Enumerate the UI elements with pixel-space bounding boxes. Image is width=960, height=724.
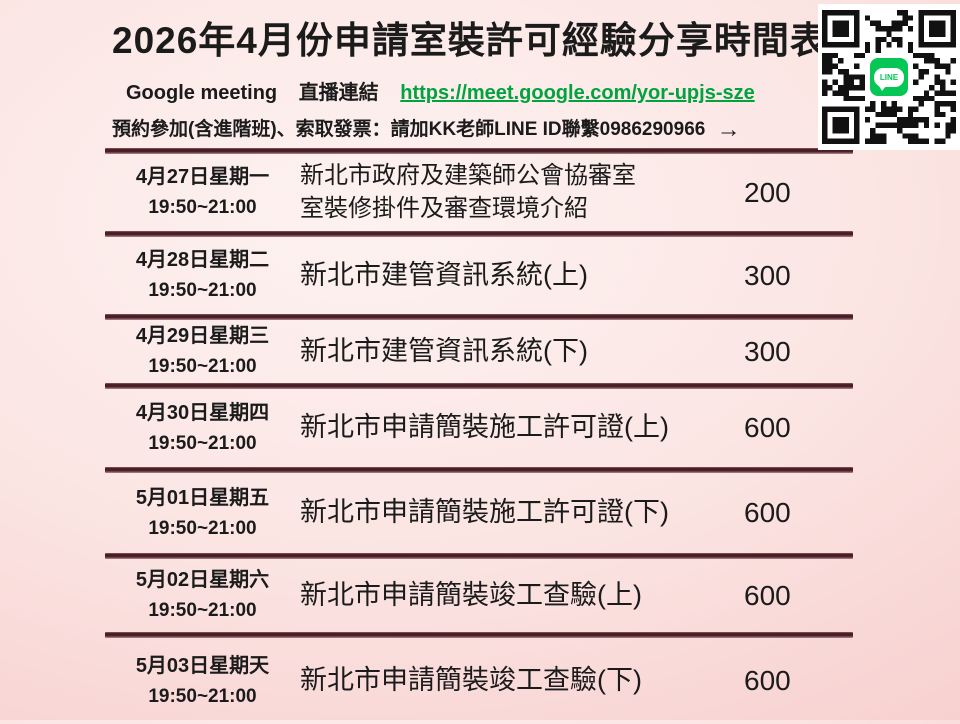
session-price: 600 [744, 665, 791, 696]
session-title-line1: 新北市建管資訊系統(下) [300, 335, 588, 366]
session-date-text: 4月27日星期一 [135, 166, 270, 189]
session-date-text: 5月01日星期五 [135, 486, 270, 509]
session-time-text: 19:50~21:00 [148, 197, 257, 219]
line-icon-bubble: LINE [874, 67, 904, 91]
session-date-text: 4月29日星期三 [135, 325, 270, 348]
meeting-info-line: Google meeting 直播連結 https://meet.google.… [126, 76, 755, 105]
schedule-row-1: 4月27日星期一 19:50~21:00 新北市政府及建築師公會協審室 室裝修掛… [105, 154, 853, 231]
line-qr-code: LINE [818, 4, 960, 150]
session-price: 200 [744, 176, 791, 208]
line-icon: LINE [867, 55, 911, 99]
session-price: 300 [744, 259, 791, 291]
row-separator [105, 148, 853, 154]
session-date: 4月29日星期三 19:50~21:00 [105, 321, 300, 381]
session-time-text: 19:50~21:00 [148, 280, 257, 302]
session-title: 新北市政府及建築師公會協審室 室裝修掛件及審查環境介紹 [300, 160, 730, 225]
session-title: 新北市申請簡裝施工許可證(下) [300, 496, 730, 530]
session-date: 4月28日星期二 19:50~21:00 [105, 245, 300, 305]
session-price: 600 [744, 579, 791, 611]
row-separator [105, 467, 853, 473]
session-date: 4月30日星期四 19:50~21:00 [105, 398, 300, 458]
session-time-text: 19:50~21:00 [148, 517, 257, 539]
session-title-line2: 室裝修掛件及審查環境介紹 [300, 194, 588, 222]
session-date-text: 4月30日星期四 [135, 401, 270, 424]
session-date-text: 5月03日星期天 [135, 654, 270, 677]
schedule-row-7: 5月03日星期天 19:50~21:00 新北市申請簡裝竣工查驗(下) 600 [105, 638, 853, 724]
session-title-line1: 新北市建管資訊系統(上) [300, 259, 588, 290]
session-title-line1: 新北市申請簡裝竣工查驗(下) [300, 665, 642, 696]
session-time-text: 19:50~21:00 [148, 356, 257, 378]
right-arrow-icon: → [716, 116, 741, 143]
meeting-link[interactable]: https://meet.google.com/yor-upjs-sze [400, 82, 755, 104]
schedule-row-3: 4月29日星期三 19:50~21:00 新北市建管資訊系統(下) 300 [105, 320, 853, 383]
session-date: 5月01日星期五 19:50~21:00 [105, 483, 300, 543]
session-price: 600 [744, 497, 791, 528]
row-separator [105, 383, 853, 389]
session-title-line1: 新北市政府及建築師公會協審室 [300, 162, 636, 190]
session-price: 600 [744, 412, 791, 443]
schedule-table: 4月27日星期一 19:50~21:00 新北市政府及建築師公會協審室 室裝修掛… [105, 148, 853, 724]
booking-info-line: 預約參加(含進階班)、索取發票：請加KK老師LINE ID聯繫098629096… [112, 114, 741, 144]
session-title: 新北市建管資訊系統(上) [300, 259, 730, 293]
session-time-text: 19:50~21:00 [148, 600, 257, 622]
schedule-row-2: 4月28日星期二 19:50~21:00 新北市建管資訊系統(上) 300 [105, 237, 853, 314]
session-title: 新北市申請簡裝竣工查驗(下) [300, 664, 730, 698]
row-separator [105, 231, 853, 237]
session-title-line1: 新北市申請簡裝竣工查驗(上) [300, 579, 642, 610]
session-time-text: 19:50~21:00 [148, 432, 257, 454]
session-date: 4月27日星期一 19:50~21:00 [105, 162, 300, 222]
session-title-line1: 新北市申請簡裝施工許可證(下) [300, 497, 669, 528]
schedule-row-4: 4月30日星期四 19:50~21:00 新北市申請簡裝施工許可證(上) 600 [105, 389, 853, 467]
schedule-row-5: 5月01日星期五 19:50~21:00 新北市申請簡裝施工許可證(下) 600 [105, 473, 853, 553]
schedule-row-6: 5月02日星期六 19:50~21:00 新北市申請簡裝竣工查驗(上) 600 [105, 559, 853, 632]
session-title: 新北市建管資訊系統(下) [300, 335, 730, 369]
booking-text: 預約參加(含進階班)、索取發票：請加KK老師LINE ID聯繫098629096… [112, 119, 706, 140]
session-date: 5月03日星期天 19:50~21:00 [105, 651, 300, 711]
session-date-text: 5月02日星期六 [135, 569, 270, 592]
live-stream-label: 直播連結 [298, 82, 379, 104]
row-separator [105, 632, 853, 638]
row-separator [105, 314, 853, 320]
session-time-text: 19:50~21:00 [148, 685, 257, 707]
session-title: 新北市申請簡裝竣工查驗(上) [300, 579, 730, 613]
qr-pattern [822, 10, 956, 144]
session-date-text: 4月28日星期二 [135, 249, 270, 272]
meeting-label: Google meeting [126, 82, 278, 104]
session-date: 5月02日星期六 19:50~21:00 [105, 565, 300, 625]
page-title: 2026年4月份申請室裝許可經驗分享時間表 [112, 20, 828, 61]
session-title-line1: 新北市申請簡裝施工許可證(上) [300, 412, 669, 443]
session-title: 新北市申請簡裝施工許可證(上) [300, 411, 730, 445]
row-separator [105, 553, 853, 559]
session-price: 300 [744, 335, 791, 367]
line-icon-label: LINE [879, 72, 899, 82]
